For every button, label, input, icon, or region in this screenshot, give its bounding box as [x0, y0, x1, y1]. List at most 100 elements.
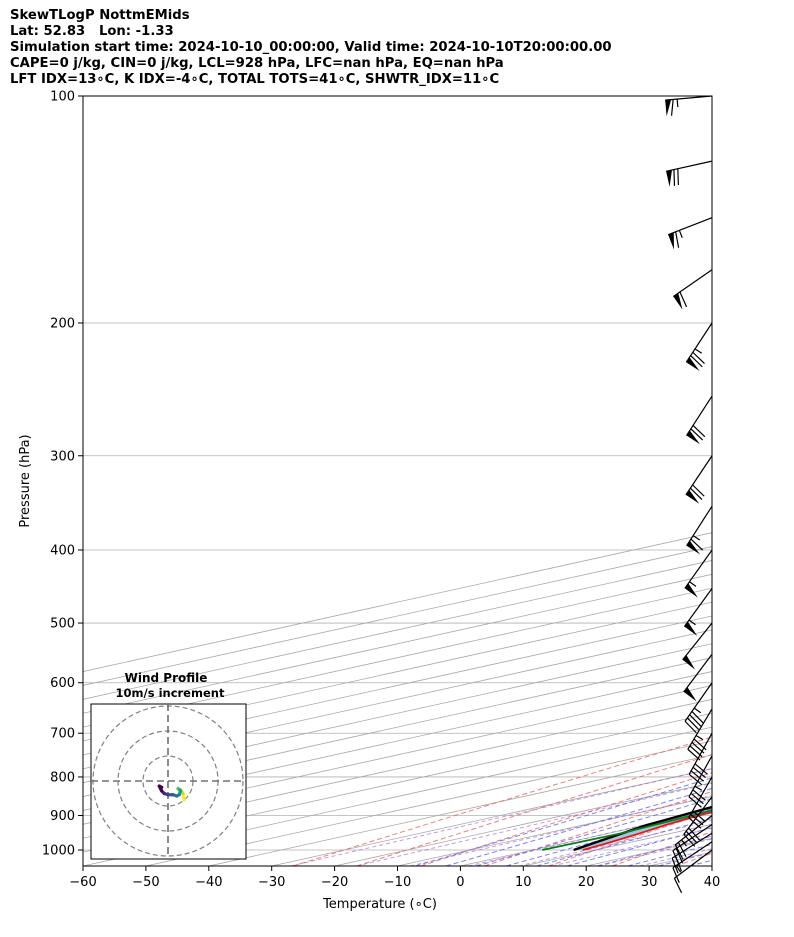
dry-adiabat-line	[548, 810, 712, 866]
barb-full-flag	[688, 796, 702, 808]
moist-adiabat-line	[536, 817, 712, 866]
barb-full-flag	[691, 741, 705, 754]
barb-pennant	[673, 293, 683, 310]
isotherm-line	[83, 712, 712, 853]
barb-full-flag	[692, 789, 706, 801]
barb-full-flag	[673, 877, 683, 894]
barb-full-flag	[688, 773, 703, 786]
barb-full-flag	[677, 168, 679, 185]
barb-full-flag	[692, 484, 705, 497]
moist-adiabat-line	[506, 808, 712, 866]
isotherm-line	[271, 768, 712, 866]
cape-cin-shading	[573, 806, 712, 850]
x-tick-label: −40	[195, 875, 222, 890]
isotherm-line	[83, 657, 712, 797]
barb-full-flag	[690, 770, 705, 782]
cape-line: CAPE=0 j/kg, CIN=0 j/kg, LCL=928 hPa, LF…	[10, 56, 504, 71]
barb-shaft	[683, 653, 713, 693]
x-tick-label: 40	[704, 875, 721, 890]
moist-adiabat-line	[475, 798, 712, 866]
barb-pennant	[684, 621, 698, 636]
barb-pennant	[686, 540, 701, 555]
location-line: Lat: 52.83 Lon: -1.33	[10, 24, 174, 39]
wind-barb	[673, 269, 713, 310]
barb-shaft	[685, 322, 713, 363]
barb-full-flag	[688, 827, 701, 841]
wind-barb	[685, 322, 713, 372]
barb-half-flag	[676, 99, 679, 108]
barb-full-flag	[674, 844, 684, 860]
isotherm-line	[334, 782, 712, 866]
barb-full-flag	[690, 428, 704, 441]
barb-shaft	[665, 95, 713, 101]
isotherm-line	[649, 851, 712, 866]
x-tick-label: 0	[456, 875, 464, 890]
isotherm-line	[460, 810, 712, 866]
isotherm-line	[711, 865, 712, 866]
parcel-profile-line	[573, 805, 712, 852]
isotherm-line	[523, 823, 712, 866]
chart-header: SkewTLogP NottmEMids Lat: 52.83 Lon: -1.…	[10, 8, 612, 88]
dry-adiabat-line	[675, 852, 712, 866]
barb-half-flag	[675, 865, 682, 873]
isotherm-line	[83, 671, 712, 811]
barb-shaft	[672, 841, 713, 869]
isotherm-line	[83, 685, 712, 825]
hodograph-inset: Wind Profile 10m/s increment	[90, 671, 247, 860]
barb-pennant	[686, 357, 700, 372]
isotherm-line	[208, 754, 712, 866]
barb-shaft	[686, 395, 713, 436]
mixing-ratio-line	[410, 795, 712, 866]
barb-pennant	[665, 99, 672, 117]
wind-barb	[683, 653, 713, 702]
x-tick-label: 20	[578, 875, 595, 890]
barb-full-flag	[679, 291, 688, 308]
x-tick-label: −10	[384, 875, 411, 890]
barb-full-flag	[692, 351, 705, 364]
wind-barb	[682, 622, 713, 670]
barb-full-flag	[688, 817, 702, 829]
y-tick-label: 200	[50, 316, 75, 331]
moist-adiabat-line	[720, 96, 794, 866]
y-tick-label: 700	[50, 727, 75, 742]
moist-adiabat-line	[415, 777, 712, 866]
barb-full-flag	[672, 867, 680, 884]
mixing-ratio-line	[356, 782, 712, 866]
barb-full-flag	[687, 748, 701, 761]
y-tick-label: 100	[50, 90, 75, 105]
barb-half-flag	[692, 535, 701, 541]
barb-full-flag	[686, 717, 700, 731]
barb-full-flag	[675, 231, 680, 248]
temperature-profile-line	[582, 811, 712, 851]
barb-full-flag	[689, 487, 703, 501]
barb-half-flag	[688, 619, 696, 626]
barb-half-flag	[695, 735, 704, 741]
y-axis-label: Pressure (hPa)	[18, 434, 33, 527]
wind-barb	[673, 849, 713, 894]
barb-half-flag	[689, 581, 697, 587]
barb-half-flag	[694, 785, 703, 791]
chart-title: SkewTLogP NottmEMids	[10, 8, 190, 23]
barb-pennant	[686, 430, 700, 445]
wind-barb	[688, 776, 713, 829]
mixing-ratio-line	[552, 827, 712, 866]
barb-full-flag	[690, 355, 703, 368]
barb-half-flag	[693, 707, 702, 714]
barb-pennant	[668, 232, 674, 250]
wind-barbs	[665, 95, 713, 894]
barb-pennant	[682, 655, 696, 670]
barb-shaft	[667, 217, 713, 236]
wind-barb	[688, 755, 713, 808]
hodograph-subtitle: 10m/s increment	[116, 686, 225, 700]
barb-full-flag	[694, 763, 708, 775]
wind-barb	[686, 505, 713, 555]
dry-adiabat-line	[356, 754, 712, 866]
barb-pennant	[684, 583, 698, 598]
y-tick-label: 300	[50, 449, 75, 464]
wind-barb	[686, 395, 713, 445]
moist-adiabat-line	[566, 826, 712, 866]
barb-full-flag	[690, 792, 704, 805]
wind-barb	[672, 841, 713, 884]
time-line: Simulation start time: 2024-10-10_00:00:…	[10, 40, 612, 55]
